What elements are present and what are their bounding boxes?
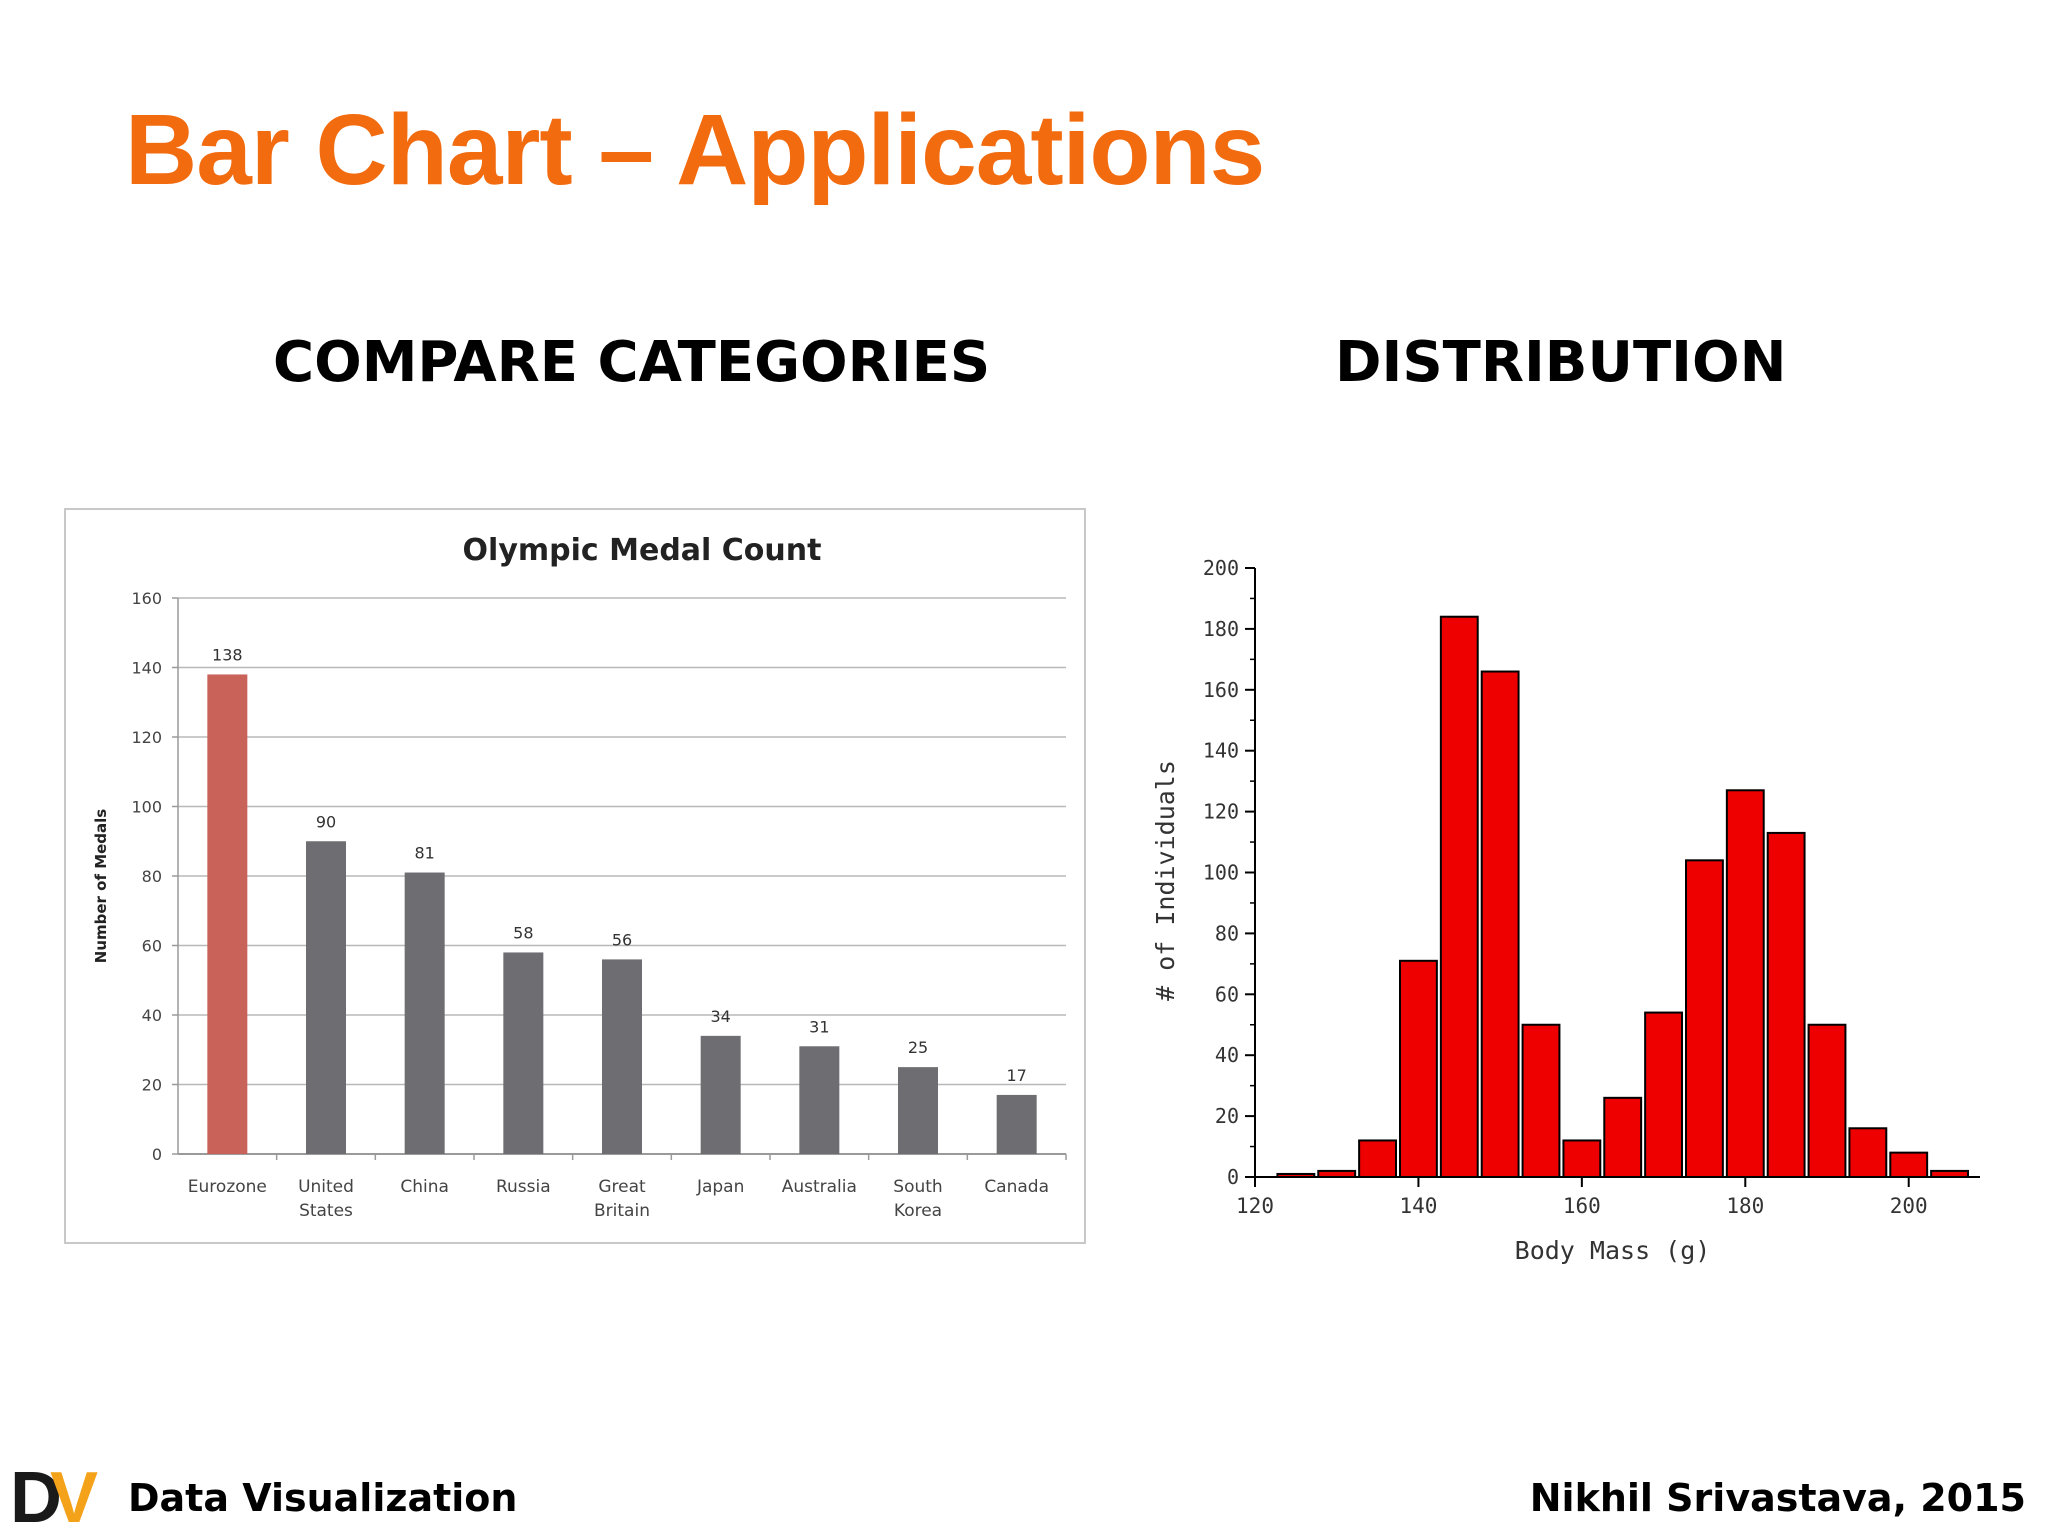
y-axis-title: Number of Medals	[92, 809, 110, 964]
bar	[898, 1067, 938, 1154]
y-tick-label: 120	[131, 728, 162, 747]
bar	[996, 1094, 1037, 1154]
y-tick-label: 20	[142, 1076, 162, 1095]
y-tick-label: 80	[1215, 921, 1239, 945]
distribution-heading: DISTRIBUTION	[1335, 330, 1787, 395]
medal-count-chart: Olympic Medal Count 0 20 40 60 80 100 120 140 160…	[92, 533, 1067, 1221]
bar	[799, 1046, 840, 1154]
x-category-label: Japan	[696, 1177, 744, 1197]
y-tick-label: 60	[1215, 982, 1239, 1006]
histogram-bar	[1480, 670, 1520, 1178]
y-tick-label: 160	[1203, 678, 1239, 702]
bar	[602, 959, 642, 1154]
logo-letter-d: D	[10, 1458, 62, 1538]
histogram-bar	[1725, 789, 1765, 1178]
dv-logo: D V	[10, 1458, 110, 1538]
histogram-bar	[1562, 1139, 1602, 1179]
x-category-label: United	[298, 1177, 354, 1197]
data-label: 31	[809, 1017, 829, 1036]
histogram-bar	[1889, 1151, 1929, 1179]
footer-course-name: Data Visualization	[128, 1476, 518, 1520]
x-axis-title: Body Mass (g)	[1515, 1236, 1711, 1265]
data-label: 58	[513, 923, 533, 942]
histogram-bar	[1644, 1011, 1684, 1178]
y-tick-label: 100	[131, 798, 162, 817]
x-tick-label: 200	[1890, 1194, 1928, 1218]
y-tick-label: 180	[1203, 617, 1239, 641]
bar	[503, 952, 544, 1154]
y-tick-label: 40	[1215, 1043, 1239, 1067]
y-tick-label: 160	[131, 589, 162, 608]
y-tick-label: 100	[1203, 861, 1239, 885]
y-tick-label: 80	[142, 867, 162, 886]
y-tick-label: 200	[1203, 556, 1239, 580]
y-tick-label: 0	[1227, 1165, 1239, 1189]
x-category-label: Eurozone	[188, 1177, 267, 1197]
histogram-bar	[1848, 1127, 1888, 1179]
data-label: 25	[908, 1038, 928, 1057]
x-category-label: Russia	[496, 1177, 551, 1197]
y-tick-label: 40	[142, 1006, 162, 1025]
x-category-label: Britain	[594, 1201, 650, 1221]
data-label: 56	[612, 930, 632, 949]
x-category-label: South	[893, 1177, 942, 1197]
histogram-bar	[1399, 959, 1438, 1178]
histogram-bar	[1766, 831, 1806, 1178]
slide-title: Bar Chart – Applications	[125, 94, 1265, 206]
body-mass-histogram: 0 20 40 60 80 100 120 140 160 180 200 120 140 160 180 2…	[1151, 556, 1980, 1265]
data-label: 90	[316, 812, 336, 831]
x-tick-label: 140	[1399, 1194, 1437, 1218]
footer-author: Nikhil Srivastava, 2015	[1529, 1476, 2026, 1520]
x-category-label: Australia	[782, 1177, 857, 1197]
y-axis-title: # of Individuals	[1151, 760, 1180, 1001]
y-tick-label: 60	[142, 937, 162, 956]
x-category-label: Canada	[984, 1177, 1049, 1197]
chart-title: Olympic Medal Count	[463, 533, 822, 568]
x-category-label: Korea	[894, 1201, 942, 1221]
histogram-bar	[1439, 615, 1479, 1179]
histogram-bar	[1521, 1023, 1561, 1178]
histogram-bar	[1807, 1023, 1847, 1178]
histogram-bar	[1603, 1096, 1643, 1179]
bar	[207, 674, 248, 1154]
x-tick-label: 160	[1563, 1194, 1601, 1218]
x-category-label: States	[299, 1201, 353, 1221]
bar	[404, 872, 445, 1154]
histogram-bar	[1358, 1139, 1397, 1179]
data-label: 138	[212, 645, 243, 664]
data-label: 17	[1006, 1066, 1026, 1085]
medal-chart-frame: Olympic Medal Count 0 20 40 60 80 100 120 140 160…	[64, 508, 1086, 1244]
y-tick-label: 140	[1203, 739, 1239, 763]
x-category-label: China	[400, 1177, 449, 1197]
x-tick-label: 120	[1236, 1194, 1274, 1218]
logo-letter-v: V	[50, 1458, 99, 1538]
y-tick-label: 140	[131, 659, 162, 678]
y-tick-label: 120	[1203, 800, 1239, 824]
y-tick-label: 20	[1215, 1104, 1239, 1128]
bar	[306, 841, 346, 1154]
x-tick-label: 180	[1726, 1194, 1764, 1218]
data-label: 34	[710, 1007, 730, 1026]
x-category-label: Great	[598, 1177, 646, 1197]
compare-categories-heading: COMPARE CATEGORIES	[273, 330, 991, 395]
bar	[700, 1035, 741, 1154]
histogram-bar	[1685, 859, 1724, 1178]
y-tick-label: 0	[152, 1145, 162, 1164]
data-label: 81	[414, 844, 434, 863]
